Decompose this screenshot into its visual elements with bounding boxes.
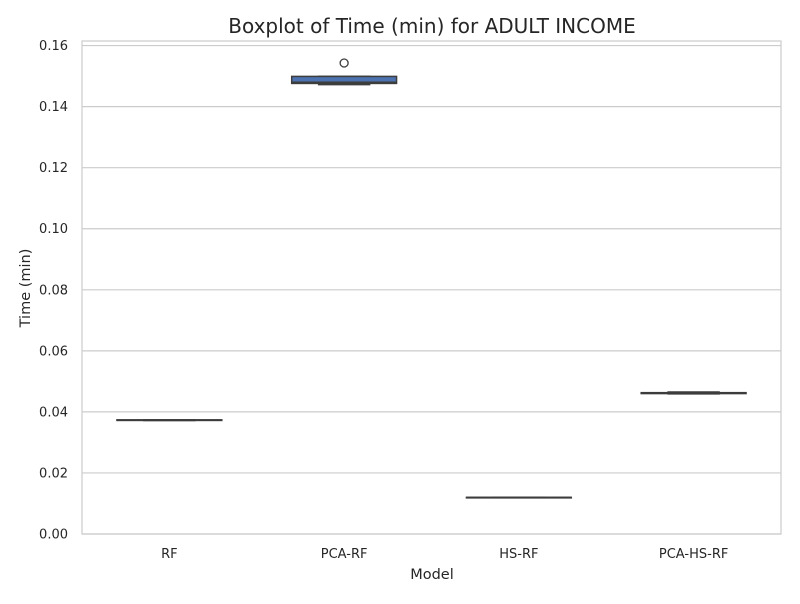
y-tick-label: 0.06 bbox=[39, 344, 68, 359]
box-pca-rf bbox=[290, 58, 398, 86]
chart-title: Boxplot of Time (min) for ADULT INCOME bbox=[228, 14, 635, 38]
y-tick-label: 0.04 bbox=[39, 405, 68, 420]
x-axis-ticks: RF PCA-RF HS-RF PCA-HS-RF bbox=[161, 547, 728, 562]
plot-frame bbox=[81, 40, 782, 535]
y-axis-ticks: 0.00 0.02 0.04 0.06 0.08 0.10 0.12 0.14 0.16 bbox=[39, 39, 68, 542]
y-tick-label: 0.14 bbox=[39, 100, 68, 115]
box-pca-hs-rf bbox=[640, 391, 747, 395]
y-tick-label: 0.08 bbox=[39, 283, 68, 298]
x-tick-label: RF bbox=[161, 547, 178, 562]
x-tick-label: HS-RF bbox=[499, 547, 538, 562]
box-hs-rf bbox=[465, 496, 573, 499]
y-tick-label: 0.00 bbox=[39, 528, 68, 543]
y-axis-label: Time (min) bbox=[18, 249, 34, 329]
box-rf bbox=[116, 419, 223, 422]
x-tick-label: PCA-RF bbox=[321, 547, 368, 562]
box-series bbox=[116, 58, 747, 499]
grid-lines bbox=[82, 44, 781, 535]
y-tick-label: 0.10 bbox=[39, 222, 68, 237]
y-tick-label: 0.16 bbox=[39, 39, 68, 54]
y-tick-label: 0.12 bbox=[39, 161, 68, 176]
x-axis-label: Model bbox=[410, 567, 454, 583]
outlier-point bbox=[339, 58, 349, 68]
iqr-box bbox=[290, 75, 398, 85]
x-tick-label: PCA-HS-RF bbox=[659, 547, 728, 562]
y-tick-label: 0.02 bbox=[39, 466, 68, 481]
